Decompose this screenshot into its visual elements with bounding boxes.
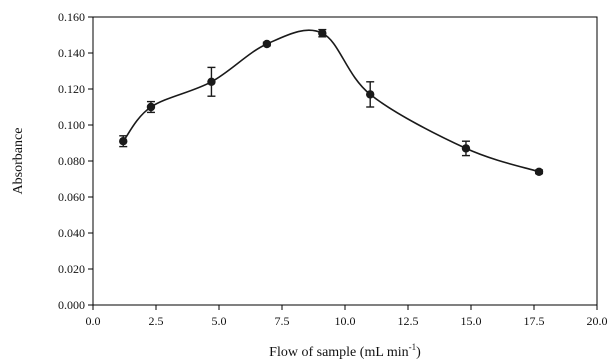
data-point (262, 39, 272, 49)
x-tick-label: 0.0 (86, 314, 101, 328)
data-point (207, 77, 216, 87)
data-point (366, 90, 375, 99)
data-points (119, 29, 544, 176)
x-tick-label: 10.0 (335, 314, 356, 328)
data-point (461, 144, 471, 153)
y-tick-label: 0.040 (58, 226, 85, 240)
x-tick-label: 15.0 (461, 314, 482, 328)
plot-area (92, 16, 598, 306)
y-axis: 0.000 0.020 0.040 0.060 0.080 0.100 0.120 0.140… (58, 10, 93, 312)
y-tick-label: 0.160 (58, 10, 85, 24)
x-tick-label: 12.5 (398, 314, 419, 328)
y-tick-label: 0.080 (58, 154, 85, 168)
data-point (318, 29, 327, 38)
y-tick-label: 0.100 (58, 118, 85, 132)
y-axis-title: Absorbance (11, 128, 26, 195)
y-tick-label: 0.120 (58, 82, 85, 96)
y-tick-label: 0.020 (58, 262, 85, 276)
x-tick-label: 5.0 (212, 314, 227, 328)
x-tick-label: 17.5 (524, 314, 545, 328)
series-line (122, 29, 540, 173)
x-tick-label: 2.5 (149, 314, 164, 328)
x-axis-title: Flow of sample (mL min-1) (269, 342, 421, 360)
data-point (534, 167, 544, 176)
y-tick-label: 0.140 (58, 46, 85, 60)
x-tick-label: 20.0 (587, 314, 608, 328)
data-point (146, 102, 156, 112)
x-tick-label: 7.5 (275, 314, 290, 328)
y-tick-label: 0.000 (58, 298, 85, 312)
x-axis: 0.0 2.5 5.0 7.5 10.0 12.5 15.0 17.5 20.0 (86, 305, 608, 328)
y-tick-label: 0.060 (58, 190, 85, 204)
data-point (119, 137, 128, 146)
